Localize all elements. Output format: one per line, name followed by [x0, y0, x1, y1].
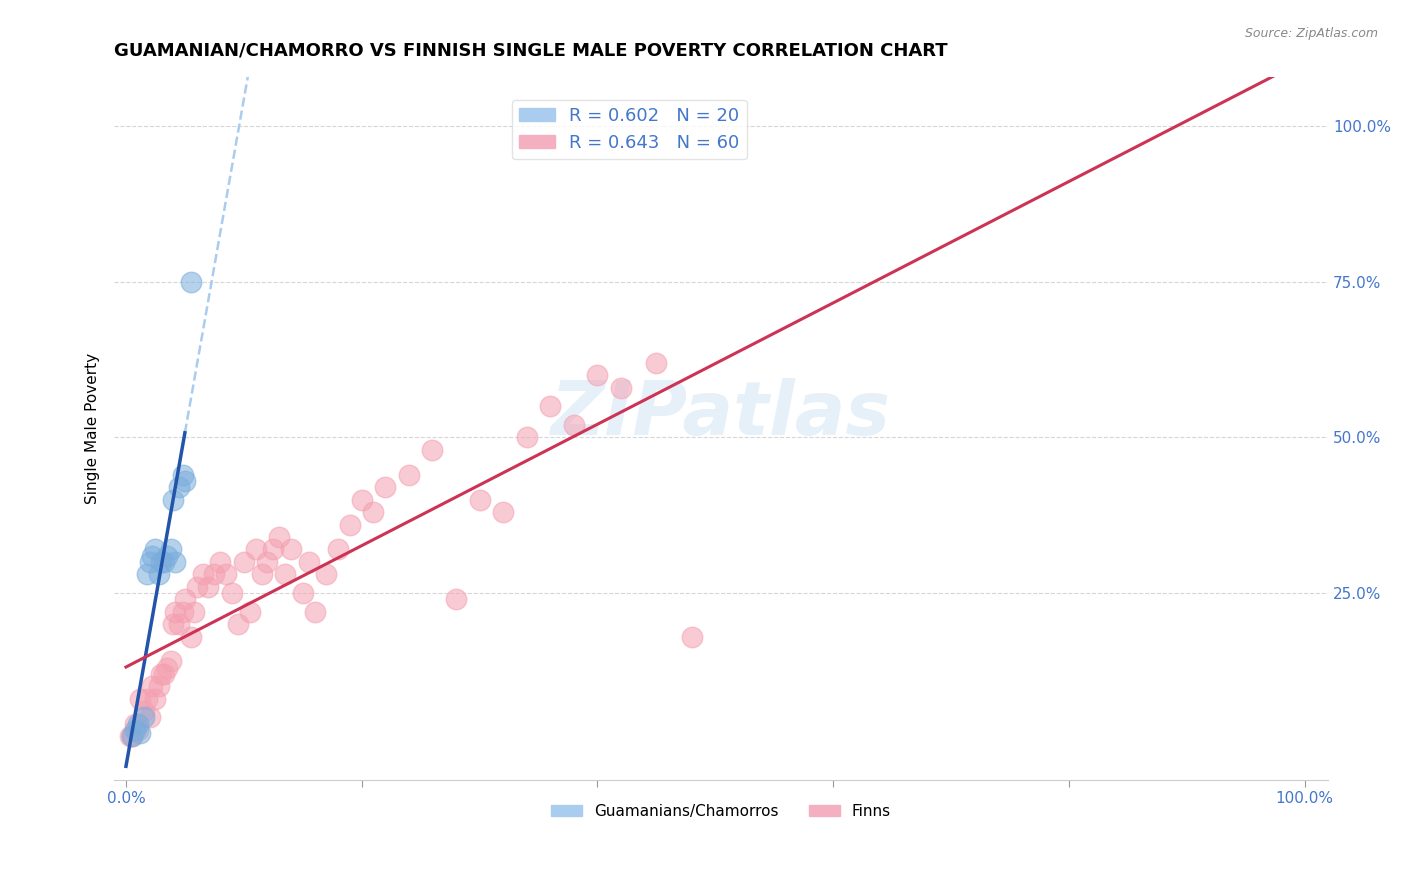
Point — [262, 542, 284, 557]
Point — [162, 492, 184, 507]
Point — [245, 542, 267, 557]
Legend: Guamanians/Chamorros, Finns: Guamanians/Chamorros, Finns — [546, 797, 897, 825]
Point — [304, 605, 326, 619]
Point — [174, 592, 197, 607]
Point — [124, 716, 146, 731]
Point — [645, 356, 668, 370]
Point — [138, 710, 160, 724]
Point — [145, 542, 167, 557]
Point — [339, 517, 361, 532]
Point — [610, 381, 633, 395]
Point — [127, 723, 149, 737]
Point — [121, 729, 143, 743]
Point — [492, 505, 515, 519]
Point — [374, 480, 396, 494]
Point — [239, 605, 262, 619]
Point — [172, 605, 194, 619]
Point — [180, 275, 202, 289]
Point — [562, 417, 585, 432]
Point — [422, 442, 444, 457]
Point — [183, 605, 205, 619]
Point — [141, 679, 163, 693]
Text: Source: ZipAtlas.com: Source: ZipAtlas.com — [1244, 27, 1378, 40]
Point — [174, 474, 197, 488]
Point — [150, 555, 173, 569]
Point — [167, 480, 190, 494]
Point — [159, 654, 181, 668]
Point — [156, 660, 179, 674]
Point — [398, 467, 420, 482]
Point — [172, 467, 194, 482]
Point — [256, 555, 278, 569]
Point — [250, 567, 273, 582]
Point — [444, 592, 467, 607]
Point — [202, 567, 225, 582]
Point — [586, 368, 609, 383]
Point — [269, 530, 291, 544]
Point — [118, 729, 141, 743]
Point — [291, 586, 314, 600]
Point — [121, 729, 143, 743]
Point — [145, 691, 167, 706]
Point — [191, 567, 214, 582]
Point — [138, 555, 160, 569]
Point — [132, 704, 155, 718]
Point — [215, 567, 238, 582]
Point — [363, 505, 385, 519]
Point — [132, 710, 155, 724]
Point — [226, 617, 249, 632]
Point — [167, 617, 190, 632]
Point — [152, 666, 174, 681]
Point — [124, 723, 146, 737]
Point — [156, 549, 179, 563]
Point — [298, 555, 321, 569]
Point — [681, 630, 703, 644]
Point — [152, 555, 174, 569]
Point — [136, 567, 159, 582]
Text: ZIPatlas: ZIPatlas — [551, 377, 891, 450]
Point — [141, 549, 163, 563]
Point — [468, 492, 491, 507]
Point — [129, 691, 152, 706]
Point — [159, 542, 181, 557]
Point — [326, 542, 349, 557]
Point — [315, 567, 337, 582]
Point — [165, 605, 187, 619]
Point — [280, 542, 302, 557]
Point — [150, 666, 173, 681]
Point — [538, 400, 561, 414]
Point — [232, 555, 254, 569]
Point — [162, 617, 184, 632]
Point — [180, 630, 202, 644]
Point — [148, 567, 170, 582]
Point — [209, 555, 232, 569]
Point — [350, 492, 373, 507]
Y-axis label: Single Male Poverty: Single Male Poverty — [86, 352, 100, 504]
Point — [136, 691, 159, 706]
Point — [127, 716, 149, 731]
Point — [186, 580, 208, 594]
Point — [165, 555, 187, 569]
Point — [197, 580, 219, 594]
Point — [148, 679, 170, 693]
Point — [221, 586, 243, 600]
Point — [274, 567, 297, 582]
Point — [129, 726, 152, 740]
Text: GUAMANIAN/CHAMORRO VS FINNISH SINGLE MALE POVERTY CORRELATION CHART: GUAMANIAN/CHAMORRO VS FINNISH SINGLE MAL… — [114, 42, 948, 60]
Point — [516, 430, 538, 444]
